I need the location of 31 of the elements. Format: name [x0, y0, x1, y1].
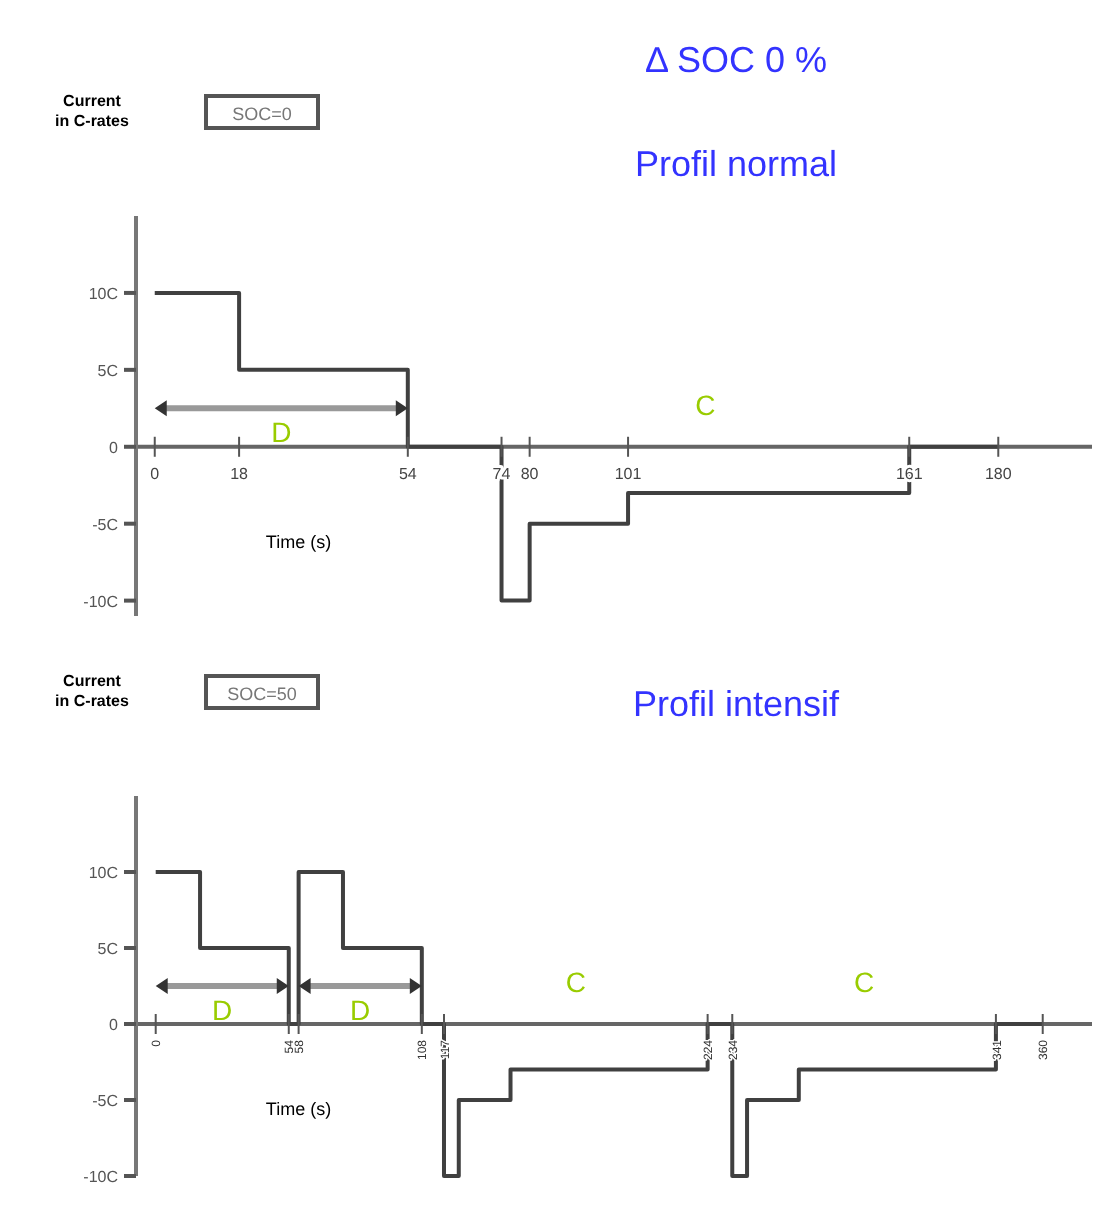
x-tick-label: 54	[398, 464, 418, 483]
y-axis-title: Current in C-rates	[55, 672, 130, 710]
y-tick-label: -5C	[92, 515, 119, 534]
x-axis-title: Time (s)	[265, 1099, 332, 1120]
y-tick-label: 0	[109, 1016, 120, 1034]
annotation: D	[271, 416, 292, 449]
y-tick-label: 0	[109, 438, 120, 457]
x-tick-label: 80	[520, 464, 540, 483]
y-tick-label: 10C	[88, 284, 119, 303]
annotation: C	[565, 966, 586, 998]
y-tick-label: 5C	[97, 361, 119, 380]
annotation: C	[853, 966, 875, 998]
chart-title: Profil intensif	[632, 684, 842, 724]
y-tick-label: 5C	[97, 940, 119, 958]
x-tick-label: 0	[150, 464, 161, 483]
y-tick-label: -10C	[83, 1168, 119, 1186]
x-axis-title: Time (s)	[265, 532, 332, 553]
chart-subtitle: Profil normal	[634, 144, 838, 184]
y-axis-title: Current in C-rates	[55, 92, 130, 130]
annotation: D	[350, 994, 371, 1026]
x-tick-label: 18	[230, 464, 250, 483]
y-tick-label: -5C	[92, 1092, 119, 1110]
annotation: C	[695, 388, 716, 421]
x-tick-label: 180	[984, 464, 1013, 483]
annotation: D	[212, 994, 233, 1026]
x-tick-label: 101	[614, 464, 643, 483]
y-tick-label: -10C	[83, 592, 119, 611]
y-tick-label: 10C	[88, 864, 119, 882]
chart-title: Δ SOC 0 %	[644, 40, 828, 80]
text: SOC=50	[227, 684, 297, 704]
text: SOC=0	[232, 104, 292, 124]
